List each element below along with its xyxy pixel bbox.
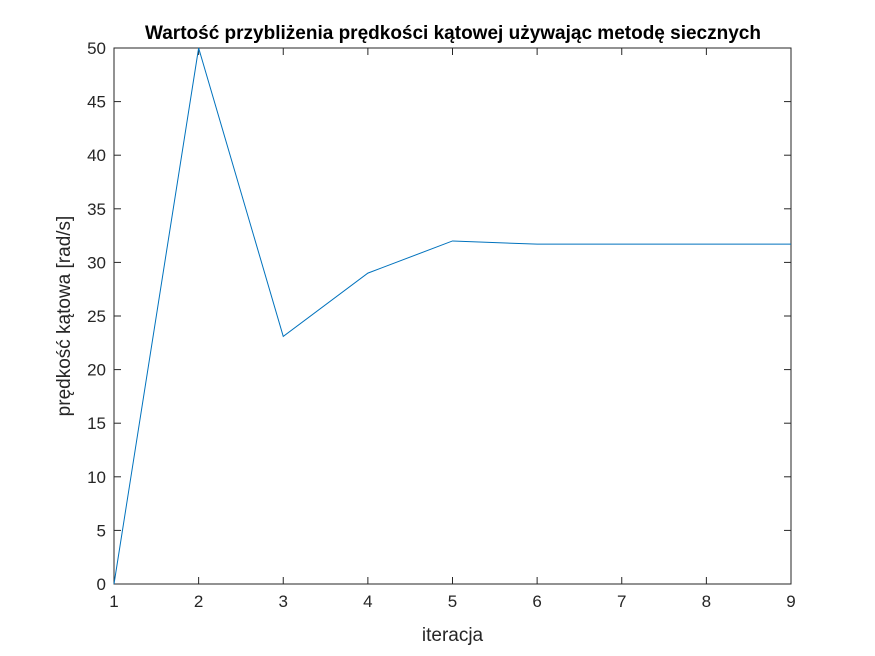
y-tick-label: 30 — [87, 253, 106, 272]
y-axis-title: prędkość kątowa [rad/s] — [54, 216, 75, 417]
y-tick-label: 10 — [87, 468, 106, 487]
y-tick-label: 45 — [87, 93, 106, 112]
x-tick-label: 3 — [279, 592, 288, 611]
axis-ticks — [113, 47, 792, 585]
x-tick-label: 5 — [448, 592, 457, 611]
series-layer — [113, 47, 791, 585]
y-tick-label: 35 — [87, 200, 106, 219]
y-tick-label: 0 — [97, 575, 106, 594]
y-tick-label: 50 — [87, 39, 106, 58]
y-tick-label: 15 — [87, 414, 106, 433]
series-line — [113, 47, 791, 585]
x-tick-label: 1 — [109, 592, 118, 611]
x-tick-label: 2 — [194, 592, 203, 611]
x-tick-label: 8 — [702, 592, 711, 611]
x-tick-label: 7 — [617, 592, 626, 611]
x-tick-label: 6 — [532, 592, 541, 611]
y-tick-label: 5 — [97, 521, 106, 540]
y-tick-label: 25 — [87, 307, 106, 326]
y-tick-label: 20 — [87, 361, 106, 380]
x-axis-title: iteracja — [422, 625, 484, 646]
chart-title: Wartość przybliżenia prędkości kątowej u… — [145, 23, 761, 44]
plot-area — [113, 47, 792, 585]
x-tick-label: 4 — [363, 592, 372, 611]
x-tick-label: 9 — [786, 592, 795, 611]
y-tick-label: 40 — [87, 146, 106, 165]
